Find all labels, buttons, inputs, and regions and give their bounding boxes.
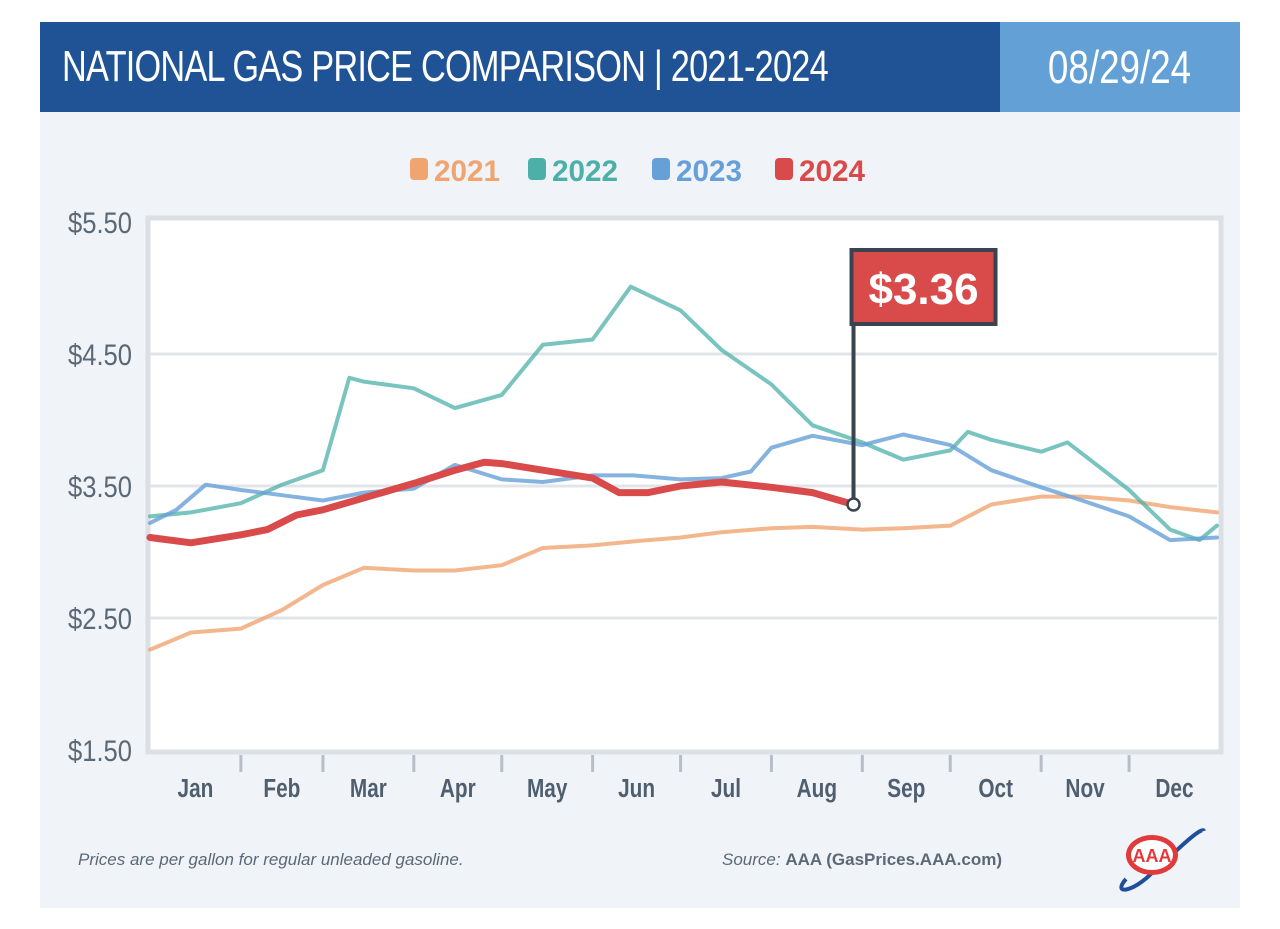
- chart-title: NATIONAL GAS PRICE COMPARISON | 2021-202…: [62, 42, 829, 91]
- legend-label-2021: 2021: [434, 155, 500, 188]
- x-tick-label: Sep: [887, 774, 925, 803]
- source-label: Source:: [722, 850, 781, 869]
- x-tick-label: Apr: [440, 774, 476, 803]
- y-tick-label: $5.50: [68, 207, 132, 240]
- x-tick-label: Aug: [797, 774, 837, 803]
- series-line-2021: [148, 494, 1219, 652]
- legend-swatch-2023: [652, 158, 670, 180]
- series-line-2023: [148, 432, 1219, 543]
- legend-label-2024: 2024: [799, 155, 865, 188]
- legend-label-2022: 2022: [552, 155, 618, 188]
- annotation-label: $3.36: [869, 265, 979, 314]
- annotation-point: [846, 497, 861, 512]
- x-tick-label: Nov: [1065, 774, 1104, 803]
- date-text: 08/29/24: [1048, 41, 1192, 93]
- x-tick-label: Oct: [978, 774, 1013, 803]
- aaa-logo-icon: AAA: [1119, 828, 1206, 892]
- source-value: AAA (GasPrices.AAA.com): [785, 850, 1002, 869]
- legend: 2021 2022 2023 2024: [410, 155, 865, 188]
- legend-swatch-2024: [775, 158, 793, 180]
- annotation-flag: [849, 248, 998, 326]
- x-tick-label: Feb: [263, 774, 300, 803]
- legend-swatch-2022: [528, 158, 546, 180]
- legend-swatch-2021: [410, 158, 428, 180]
- x-tick-label: Jan: [178, 774, 214, 803]
- y-tick-label: $4.50: [68, 339, 132, 372]
- source-text: Source: AAA (GasPrices.AAA.com): [722, 850, 1002, 870]
- date-badge: 08/29/24: [1000, 22, 1240, 112]
- x-tick-label: Jul: [711, 774, 741, 803]
- series-lines: [146, 284, 1219, 652]
- legend-label-2023: 2023: [676, 155, 742, 188]
- chart-title-bar: NATIONAL GAS PRICE COMPARISON | 2021-202…: [40, 22, 1000, 112]
- annotation: $3.36: [846, 248, 998, 512]
- x-tick-label: Dec: [1155, 774, 1193, 803]
- x-tick-label: Jun: [618, 774, 655, 803]
- series-line-2024: [146, 458, 857, 547]
- y-tick-label: $1.50: [68, 735, 132, 768]
- series-line-2022: [148, 284, 1219, 543]
- y-tick-label: $3.50: [68, 471, 132, 504]
- y-axis: $5.50 $4.50 $3.50 $2.50 $1.50: [68, 207, 132, 768]
- svg-text:AAA: AAA: [1133, 846, 1172, 866]
- x-axis: Jan Feb Mar Apr May Jun Jul Aug Sep Oct Nov Dec: [178, 755, 1194, 803]
- x-tick-label: Mar: [350, 774, 387, 803]
- footnote: Prices are per gallon for regular unlead…: [78, 850, 464, 869]
- y-tick-label: $2.50: [68, 603, 132, 636]
- x-tick-label: May: [527, 774, 567, 803]
